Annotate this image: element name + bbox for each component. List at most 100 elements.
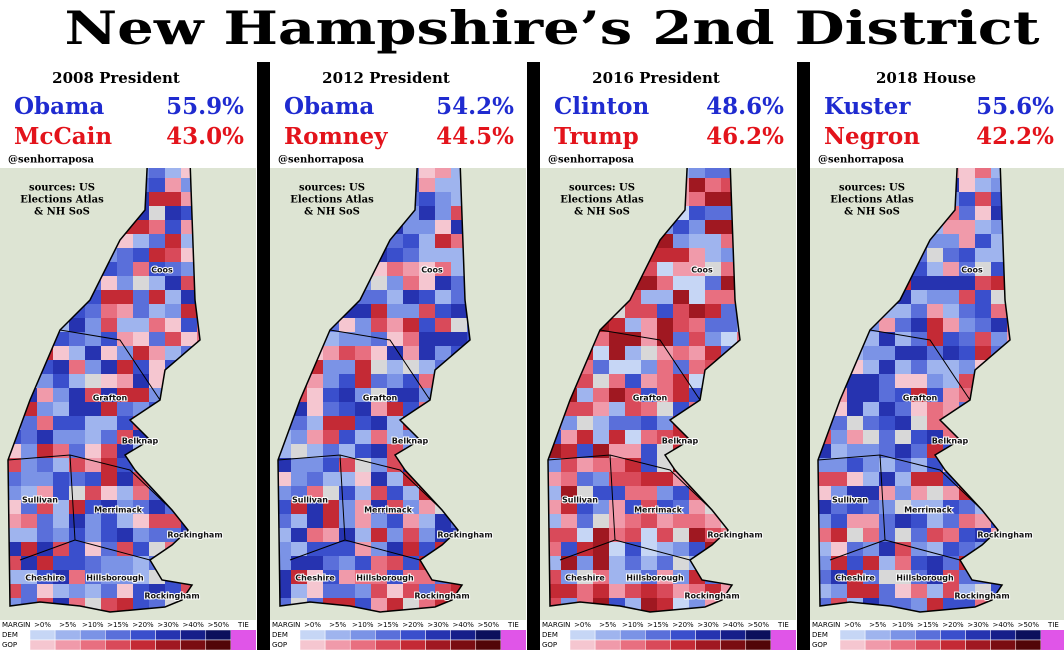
precinct — [117, 332, 134, 347]
precinct — [577, 416, 594, 431]
legend-swatch — [889, 629, 916, 641]
header-bg — [810, 62, 1064, 168]
precinct — [847, 430, 864, 445]
precinct — [85, 346, 102, 361]
precinct — [641, 304, 658, 319]
precinct — [895, 318, 912, 333]
precinct — [53, 346, 70, 361]
credit: @senhorraposa — [818, 155, 905, 166]
precinct — [85, 542, 102, 557]
precinct — [387, 402, 404, 417]
precinct — [387, 248, 404, 263]
precinct — [387, 416, 404, 431]
county-border — [547, 454, 713, 511]
precinct — [943, 360, 960, 375]
precinct — [419, 206, 436, 221]
county-border — [277, 454, 443, 511]
precinct — [291, 458, 308, 473]
county-label: Sullivan — [562, 496, 598, 505]
legend-swatch — [425, 639, 451, 650]
precinct — [355, 360, 372, 375]
legend-swatch — [29, 629, 56, 641]
precinct — [975, 262, 992, 277]
precinct — [895, 500, 912, 515]
precinct — [641, 276, 658, 291]
precinct — [561, 584, 578, 599]
precinct — [419, 276, 436, 291]
precinct — [641, 598, 658, 612]
precinct — [657, 570, 674, 585]
county-border — [7, 454, 173, 511]
precinct — [943, 514, 960, 529]
precinct — [991, 276, 1008, 291]
legend-swatch — [745, 629, 772, 641]
precinct — [419, 248, 436, 263]
precinct — [577, 402, 594, 417]
legend-header: >20% — [672, 621, 694, 629]
precinct — [609, 346, 626, 361]
county-label: Coos — [691, 266, 713, 275]
precinct — [117, 430, 134, 445]
precinct — [149, 248, 166, 263]
precinct — [847, 556, 864, 571]
precinct — [403, 486, 420, 501]
precinct — [37, 500, 54, 515]
precinct — [85, 402, 102, 417]
sources: & NH SoS — [574, 207, 630, 218]
county-label: Rockingham — [167, 531, 222, 540]
panel: 2018 House Kuster 55.6% Negron 42.2% @senhorr… — [810, 62, 1064, 650]
precinct — [705, 178, 722, 193]
precinct — [863, 458, 880, 473]
precinct — [863, 514, 880, 529]
candidate-name: Clinton — [554, 93, 649, 120]
precinct — [181, 304, 198, 319]
precinct — [673, 570, 690, 585]
precinct — [657, 528, 674, 543]
legend-swatch — [695, 639, 721, 650]
county-border — [329, 329, 431, 401]
precinct — [657, 332, 674, 347]
legend-header: >20% — [942, 621, 964, 629]
sources: Elections Atlas — [290, 195, 374, 206]
precinct — [641, 430, 658, 445]
precinct — [278, 486, 292, 501]
precinct — [847, 472, 864, 487]
precinct — [403, 248, 420, 263]
legend-swatch — [375, 639, 401, 650]
precinct — [133, 248, 150, 263]
precinct — [323, 472, 340, 487]
legend-swatch — [400, 629, 426, 641]
precinct — [165, 178, 182, 193]
precinct — [561, 444, 578, 459]
precinct — [689, 304, 706, 319]
candidate-share: 55.6% — [976, 93, 1054, 120]
precinct — [339, 472, 356, 487]
precinct — [911, 472, 928, 487]
precinct — [85, 360, 102, 375]
legend-swatch — [770, 630, 796, 650]
legend-swatch — [645, 629, 671, 641]
county-label: Cheshire — [295, 574, 335, 583]
precinct — [863, 416, 880, 431]
precinct — [165, 346, 182, 361]
precinct — [451, 332, 468, 347]
precinct — [8, 486, 22, 501]
precinct — [625, 584, 642, 599]
precinct — [847, 402, 864, 417]
precinct — [943, 584, 960, 599]
precinct — [721, 276, 738, 291]
precinct — [85, 304, 102, 319]
precinct — [689, 220, 706, 235]
precinct — [133, 528, 150, 543]
precinct — [355, 318, 372, 333]
legend-swatch — [54, 629, 81, 641]
precinct — [911, 388, 928, 403]
county-label: Rockingham — [414, 592, 469, 601]
precinct — [548, 528, 562, 543]
precinct — [911, 374, 928, 389]
precinct — [689, 290, 706, 305]
precinct — [467, 332, 470, 347]
precinct — [943, 262, 960, 277]
precinct — [133, 388, 150, 403]
precinct — [291, 556, 308, 571]
